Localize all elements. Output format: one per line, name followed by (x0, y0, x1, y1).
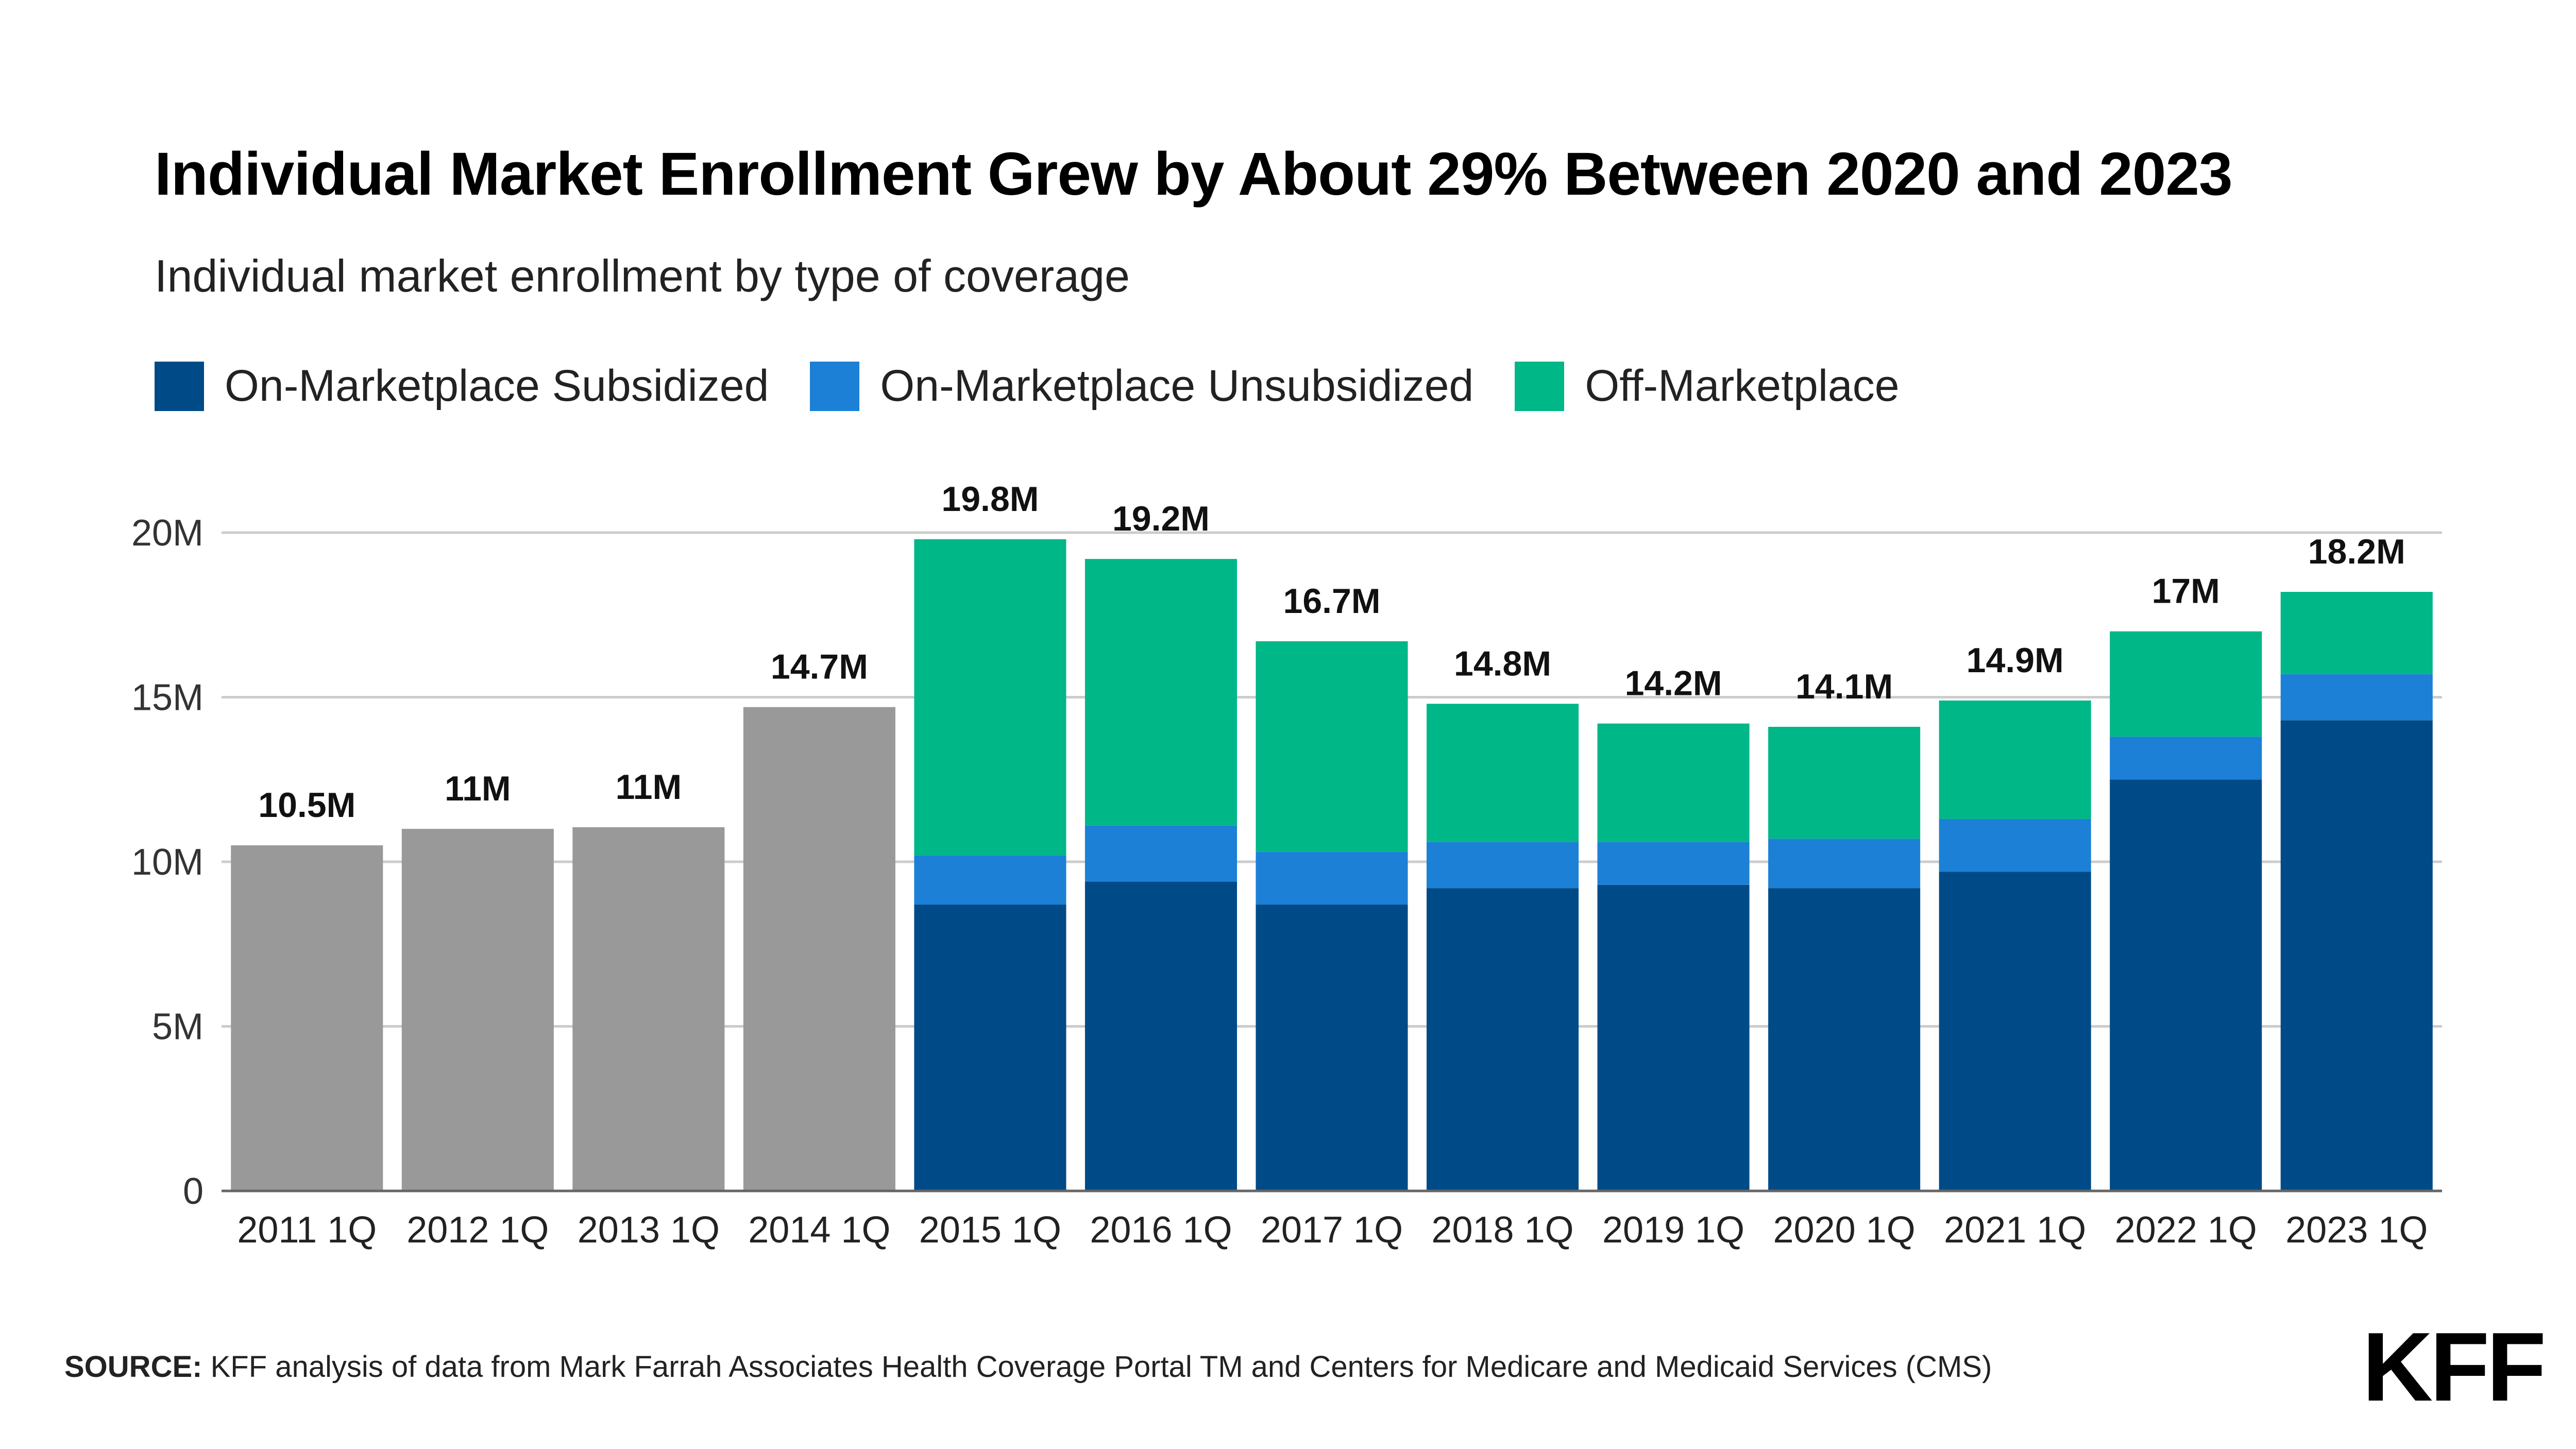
data-label: 14.1M (1795, 667, 1893, 706)
bar-segment-unsubsidized (1768, 839, 1921, 889)
data-label: 14.9M (1967, 641, 2064, 680)
data-label: 19.8M (941, 480, 1039, 519)
chart-title: Individual Market Enrollment Grew by Abo… (155, 140, 2233, 208)
bar-segment-off-marketplace (1768, 727, 1921, 839)
data-label: 19.2M (1112, 499, 1210, 538)
bar-segment-unsubsidized (1084, 825, 1237, 882)
bar-total (572, 827, 725, 1191)
bar-segment-off-marketplace (1084, 559, 1237, 826)
legend-swatch-off-marketplace (1515, 361, 1565, 411)
y-tick-label: 20M (131, 513, 204, 554)
bar-segment-subsidized (2110, 779, 2262, 1191)
x-tick-label: 2019 1Q (1602, 1209, 1744, 1251)
bar-segment-subsidized (1597, 884, 1750, 1191)
x-tick-label: 2015 1Q (919, 1209, 1061, 1251)
x-tick-label: 2018 1Q (1431, 1209, 1573, 1251)
bar-segment-off-marketplace (2280, 592, 2433, 674)
x-tick-label: 2023 1Q (2285, 1209, 2428, 1251)
bar-segment-unsubsidized (1256, 851, 1408, 905)
source-label: SOURCE: (64, 1350, 202, 1384)
data-label: 14.8M (1454, 644, 1551, 683)
legend-item-off-marketplace: Off-Marketplace (1515, 361, 1900, 412)
source-text: KFF analysis of data from Mark Farrah As… (210, 1350, 1992, 1384)
y-tick-label: 10M (131, 842, 204, 883)
bar-segment-off-marketplace (2110, 631, 2262, 737)
bar-segment-subsidized (1084, 881, 1237, 1191)
bar-total (231, 845, 383, 1191)
bar-segment-off-marketplace (914, 539, 1066, 856)
x-tick-label: 2021 1Q (1944, 1209, 2086, 1251)
bar-segment-off-marketplace (1597, 723, 1750, 842)
bar-segment-subsidized (2280, 720, 2433, 1191)
x-tick-label: 2011 1Q (237, 1209, 377, 1251)
data-label: 17M (2152, 572, 2220, 611)
legend-label: On-Marketplace Unsubsidized (880, 361, 1474, 411)
x-tick-label: 2012 1Q (406, 1209, 549, 1251)
bar-segment-subsidized (1256, 905, 1408, 1191)
bar-segment-subsidized (1427, 888, 1579, 1191)
legend-swatch-unsubsidized (810, 361, 860, 411)
data-label: 11M (445, 769, 511, 808)
bar-segment-unsubsidized (914, 855, 1066, 905)
data-label: 10.5M (258, 786, 355, 825)
legend-label: Off-Marketplace (1585, 361, 1900, 411)
chart-subtitle: Individual market enrollment by type of … (155, 250, 1130, 301)
data-label: 11M (616, 768, 682, 807)
x-tick-label: 2013 1Q (578, 1209, 720, 1251)
data-label: 16.7M (1283, 582, 1381, 621)
data-label: 14.2M (1625, 664, 1722, 703)
bar-segment-unsubsidized (1939, 819, 2091, 872)
bar-segment-off-marketplace (1939, 700, 2091, 819)
legend-swatch-subsidized (155, 361, 204, 411)
x-tick-label: 2020 1Q (1773, 1209, 1915, 1251)
legend: On-Marketplace Subsidized On-Marketplace… (155, 361, 1900, 412)
x-tick-label: 2017 1Q (1261, 1209, 1403, 1251)
bar-total (743, 707, 895, 1191)
bar-segment-off-marketplace (1427, 704, 1579, 842)
x-tick-label: 2016 1Q (1090, 1209, 1232, 1251)
bar-segment-unsubsidized (2110, 737, 2262, 780)
source-note: SOURCE: KFF analysis of data from Mark F… (64, 1350, 1992, 1384)
x-tick-label: 2022 1Q (2115, 1209, 2257, 1251)
bar-segment-unsubsidized (1597, 842, 1750, 885)
bar-segment-unsubsidized (1427, 842, 1579, 889)
legend-label: On-Marketplace Subsidized (225, 361, 769, 411)
legend-item-unsubsidized: On-Marketplace Unsubsidized (810, 361, 1473, 412)
bar-segment-unsubsidized (2280, 674, 2433, 721)
kff-logo: KFF (2362, 1312, 2546, 1422)
bar-segment-off-marketplace (1256, 641, 1408, 852)
bar-total (401, 829, 554, 1191)
bar-segment-subsidized (1768, 888, 1921, 1191)
x-tick-label: 2014 1Q (748, 1209, 890, 1251)
bar-segment-subsidized (1939, 872, 2091, 1191)
data-label: 18.2M (2308, 532, 2405, 571)
bar-segment-subsidized (914, 905, 1066, 1191)
data-label: 14.7M (771, 647, 868, 687)
y-tick-label: 5M (152, 1007, 204, 1048)
y-tick-label: 0 (183, 1171, 204, 1212)
y-tick-label: 15M (131, 677, 204, 719)
legend-item-subsidized: On-Marketplace Subsidized (155, 361, 769, 412)
